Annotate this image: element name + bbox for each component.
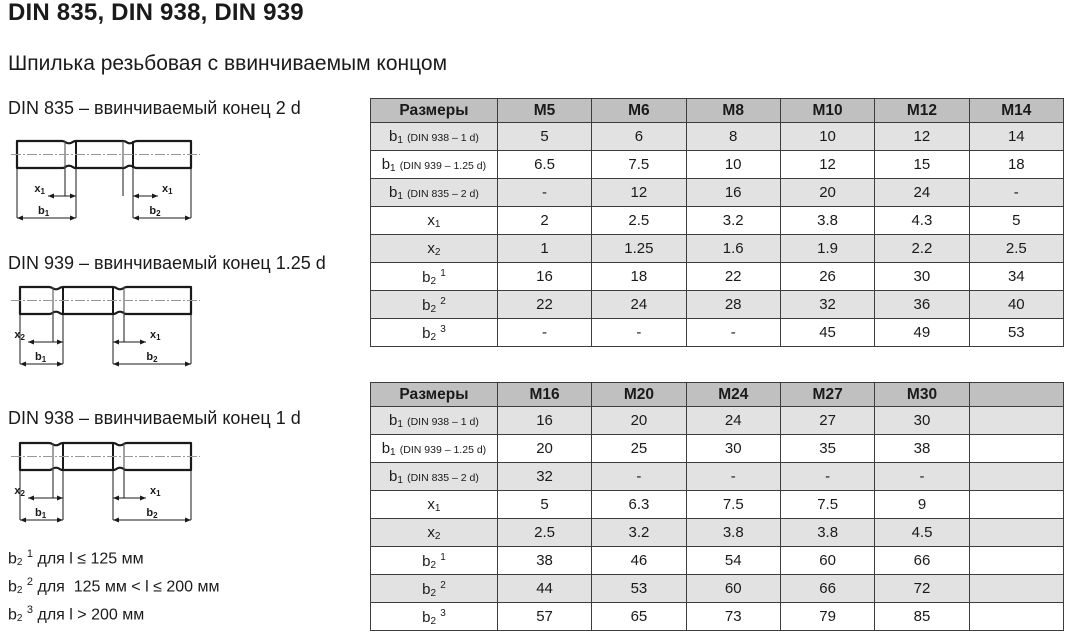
svg-text:b1: b1 [38,205,50,218]
svg-text:x1: x1 [34,183,45,196]
svg-text:b1: b1 [35,351,47,364]
svg-text:b2: b2 [146,351,158,364]
svg-text:x2: x2 [14,485,25,498]
svg-text:b2: b2 [149,205,161,218]
svg-text:b2: b2 [146,507,158,520]
svg-text:x2: x2 [14,329,25,342]
svg-text:x1: x1 [150,329,161,342]
svg-text:x1: x1 [150,485,161,498]
svg-text:x1: x1 [162,183,173,196]
svg-text:b1: b1 [35,507,47,520]
